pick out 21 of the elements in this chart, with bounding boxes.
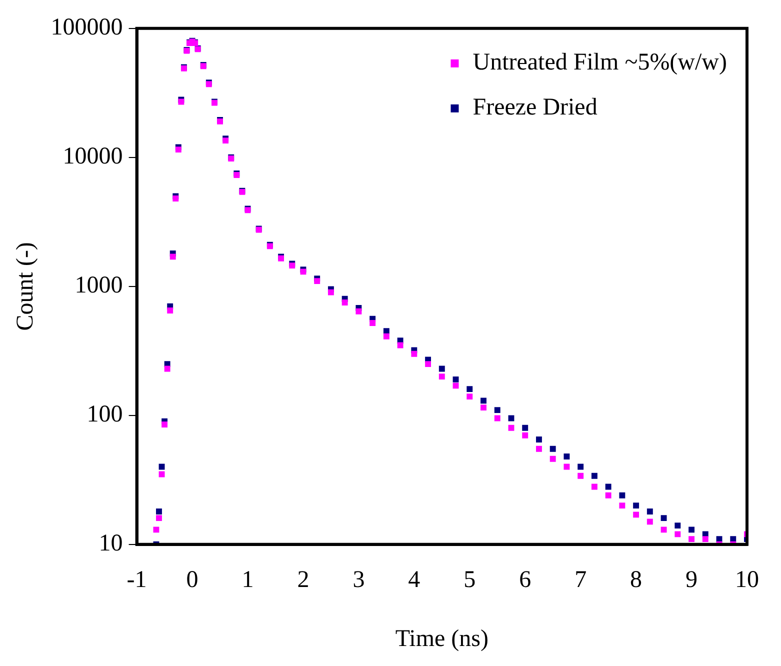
x-tick-label: 9 (686, 567, 698, 594)
x-tick-label: -1 (126, 567, 147, 594)
y-tick-label: 10 (98, 530, 123, 557)
x-tick-label: 7 (574, 567, 587, 594)
x-tick-label: 0 (186, 567, 198, 594)
x-tick-label: 2 (297, 567, 310, 594)
x-tick-label: 5 (464, 567, 476, 594)
x-tick-label: 3 (352, 567, 365, 594)
y-tick-label: 100000 (50, 14, 123, 41)
y-axis-title: Count (-) (12, 242, 39, 331)
x-tick-label: 6 (519, 567, 532, 594)
x-axis-title: Time (ns) (395, 626, 488, 652)
x-tick-label: 10 (735, 567, 759, 594)
legend-label: Untreated Film ~5%(w/w) (472, 50, 728, 76)
legend-label: Freeze Dried (472, 94, 598, 121)
x-tick-label: 1 (242, 567, 254, 594)
x-tick-label: 8 (630, 567, 642, 594)
y-tick-label: 10000 (62, 144, 123, 170)
y-tick-label: 100 (86, 402, 123, 428)
x-tick-label: 4 (408, 567, 420, 594)
y-tick-label: 1000 (74, 272, 123, 299)
